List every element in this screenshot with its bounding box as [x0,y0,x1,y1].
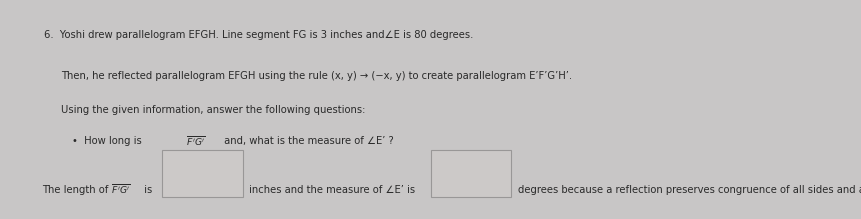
FancyBboxPatch shape [430,150,511,198]
Text: Then, he reflected parallelogram EFGH using the rule (x, y) → (−x, y) to create : Then, he reflected parallelogram EFGH us… [61,71,572,81]
Text: inches and the measure of ∠E’ is: inches and the measure of ∠E’ is [249,185,415,195]
Text: degrees because a reflection preserves congruence of all sides and angles of a f: degrees because a reflection preserves c… [517,185,861,195]
FancyBboxPatch shape [162,150,242,198]
Text: The length of: The length of [42,185,112,195]
Text: 6.  Yoshi drew parallelogram EFGH. Line segment FG is 3 inches and∠E is 80 degre: 6. Yoshi drew parallelogram EFGH. Line s… [44,30,473,40]
Text: •  How long is: • How long is [72,136,145,146]
Text: Using the given information, answer the following questions:: Using the given information, answer the … [61,105,365,115]
Text: $\overline{F'G'}$: $\overline{F'G'}$ [111,182,131,196]
Text: and, what is the measure of ∠E’ ?: and, what is the measure of ∠E’ ? [220,136,393,146]
Text: $\overline{F'G'}$: $\overline{F'G'}$ [186,134,206,148]
Text: is: is [141,185,152,195]
